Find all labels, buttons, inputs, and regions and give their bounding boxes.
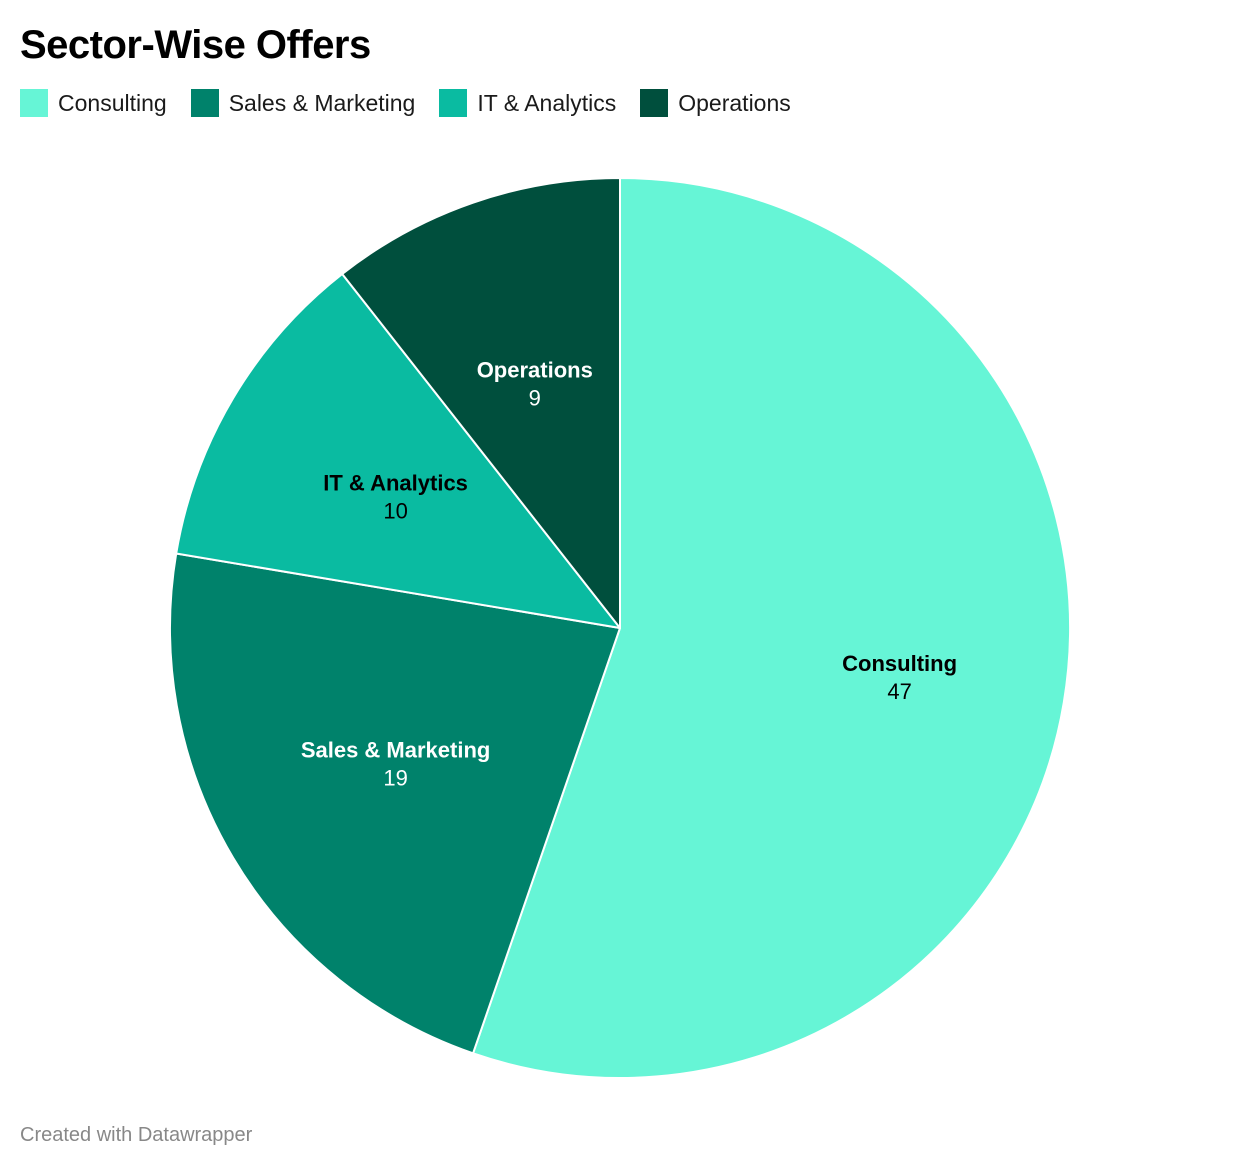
legend-swatch-consulting xyxy=(20,89,48,117)
legend-item-operations: Operations xyxy=(640,88,791,118)
pie-slice-it-and-analytics[interactable] xyxy=(175,272,621,629)
slice-label-consulting: Consulting xyxy=(842,651,957,676)
legend-label-it-and-analytics: IT & Analytics xyxy=(477,90,617,116)
legend-label-operations: Operations xyxy=(678,90,791,116)
slice-label-it-and-analytics: IT & Analytics xyxy=(323,471,468,496)
pie-slice-consulting[interactable] xyxy=(472,177,1071,1079)
chart-legend: Consulting Sales & Marketing IT & Analytic… xyxy=(20,88,791,118)
legend-item-sales-and-marketing: Sales & Marketing xyxy=(190,88,416,118)
slice-label-operations: Operations xyxy=(477,357,593,382)
legend-label-consulting: Consulting xyxy=(58,90,167,116)
pie-slice-sales-and-marketing[interactable] xyxy=(169,552,621,1055)
slice-value-sales-and-marketing: 19 xyxy=(383,765,407,790)
legend-item-consulting: Consulting xyxy=(20,88,167,118)
slice-value-consulting: 47 xyxy=(887,679,911,704)
chart-title: Sector-Wise Offers xyxy=(20,23,371,67)
legend-item-it-and-analytics: IT & Analytics xyxy=(439,88,616,118)
legend-label-sales-and-marketing: Sales & Marketing xyxy=(228,90,416,116)
slice-value-operations: 9 xyxy=(529,385,541,410)
pie-labels: Consulting 47 Sales & Marketing 19 IT & Anal… xyxy=(301,357,957,790)
footer-credit[interactable]: Created with Datawrapper xyxy=(20,1124,253,1146)
legend-swatch-operations xyxy=(640,89,669,117)
pie-slice-operations[interactable] xyxy=(341,177,621,629)
slice-label-sales-and-marketing: Sales & Marketing xyxy=(301,737,491,762)
pie-slices xyxy=(169,177,1071,1079)
legend-swatch-it-and-analytics xyxy=(439,89,468,117)
slice-value-it-and-analytics: 10 xyxy=(383,499,407,524)
legend-swatch-sales-and-marketing xyxy=(190,89,219,117)
